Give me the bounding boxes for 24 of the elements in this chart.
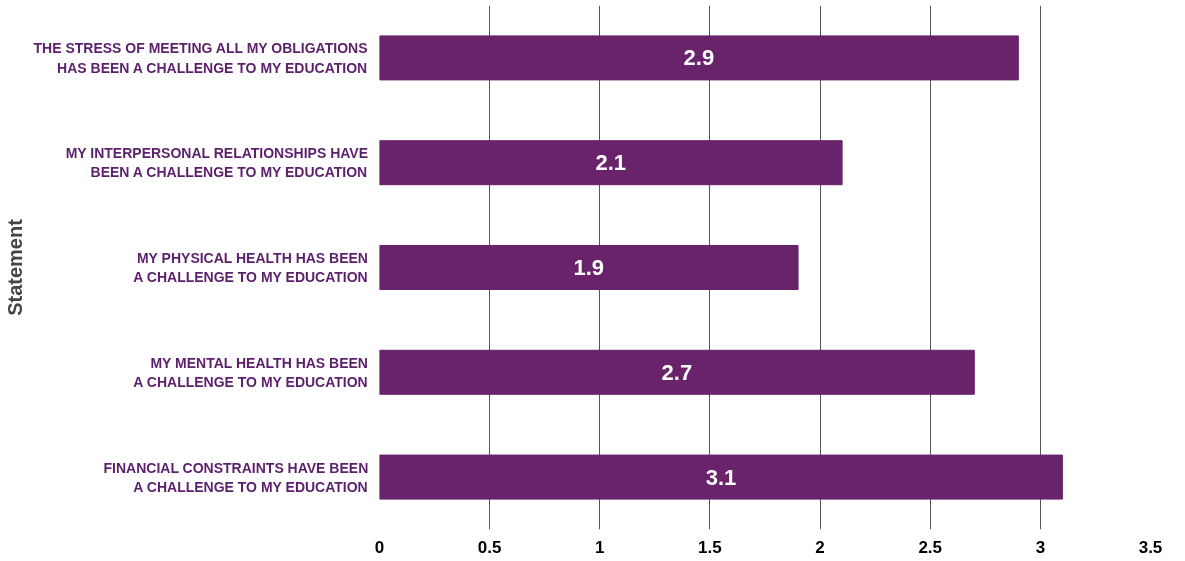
data-label: 2.9 bbox=[683, 45, 715, 71]
y-axis-title: Statement bbox=[3, 218, 26, 316]
x-tick-label: 2 bbox=[815, 537, 825, 557]
x-tick-label: 3 bbox=[1035, 537, 1046, 557]
x-tick-label: 0 bbox=[374, 537, 385, 557]
y-tick-label: MY PHYSICAL HEALTH HAS BEEN A CHALLENGE TO MY EDUCATION bbox=[133, 249, 368, 286]
bar bbox=[379, 454, 1063, 500]
y-tick-label: MY INTERPERSONAL RELATIONSHIPS HAVE BEEN A CHALLENGE TO MY EDUCATION bbox=[65, 145, 368, 181]
x-tick-label: 3.5 bbox=[1138, 537, 1163, 557]
x-tick-label: 1 bbox=[595, 537, 605, 557]
data-label: 2.7 bbox=[661, 359, 693, 385]
data-label: 1.9 bbox=[573, 255, 605, 280]
x-tick-label: 2.5 bbox=[918, 537, 943, 557]
bar bbox=[379, 140, 843, 186]
x-tick-label: 0.5 bbox=[477, 537, 502, 557]
data-label: 2.1 bbox=[595, 150, 627, 176]
bar bbox=[379, 349, 975, 395]
data-label: 3.1 bbox=[705, 464, 737, 490]
y-tick-label: MY MENTAL HEALTH HAS BEEN A CHALLENGE TO MY EDUCATION bbox=[133, 354, 368, 390]
x-tick-label: 1.5 bbox=[698, 537, 722, 557]
bar bbox=[379, 244, 799, 291]
bar bbox=[379, 35, 1019, 81]
y-tick-label: THE STRESS OF MEETING ALL MY OBLIGATIONS HAS BEEN A CHALLENGE TO MY EDUCATION bbox=[33, 40, 368, 76]
y-tick-label: FINANCIAL CONSTRAINTS HAVE BEEN A CHALLENGE TO MY EDUCATION bbox=[103, 459, 369, 495]
